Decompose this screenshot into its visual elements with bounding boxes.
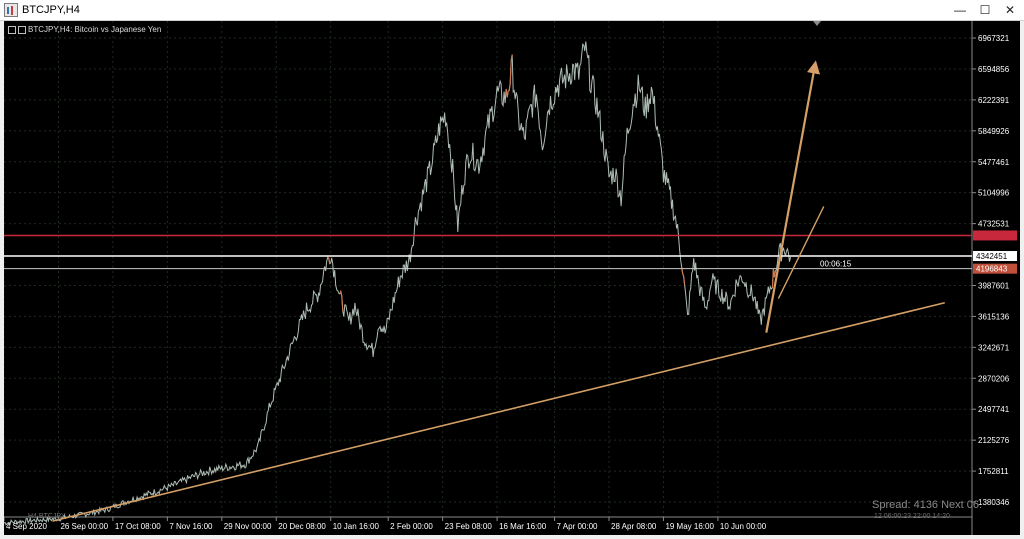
maximize-button[interactable]: ☐ [979, 3, 991, 17]
y-tick-label: 2870206 [978, 374, 1010, 383]
price-highlight-segment [505, 54, 513, 98]
y-tick-label: 3242671 [978, 343, 1010, 352]
x-tick-label: 2 Feb 00:00 [390, 522, 433, 531]
y-tick-label: 6967321 [978, 34, 1010, 43]
price-highlight-segment [327, 256, 331, 265]
chart-type-icon[interactable] [8, 26, 16, 34]
x-tick-label: 10 Jun 00:00 [720, 522, 767, 531]
y-tick-label: 1752811 [978, 467, 1009, 476]
x-tick-label: 16 Mar 16:00 [499, 522, 547, 531]
x-tick-label: 7 Nov 16:00 [169, 522, 213, 531]
chart-shift-marker [813, 21, 821, 26]
lower-price-label: 4196843 [976, 265, 1008, 274]
price-highlight-segment [681, 266, 686, 285]
watermark-label: H4 BTCJPY [28, 513, 66, 520]
symbol-label-text: BTCJPY,H4: Bitcoin vs Japanese Yen [28, 25, 162, 34]
chart-settings-icon[interactable] [18, 26, 26, 34]
countdown-timer: 00:06:15 [820, 260, 852, 269]
x-tick-label: 4 Sep 2020 [6, 522, 47, 531]
current-price-label: 4342451 [976, 252, 1008, 261]
current-price-box [973, 251, 1017, 262]
minimize-button[interactable]: — [954, 3, 966, 17]
resistance-price-box [973, 230, 1017, 241]
trendline [777, 206, 825, 299]
resistance-price-label: 4593847 [976, 231, 1008, 240]
y-tick-label: 6594856 [978, 65, 1010, 74]
price-highlight-segment [771, 268, 776, 288]
window-title: BTCJPY,H4 [22, 4, 80, 16]
y-tick-label: 5477461 [978, 158, 1010, 167]
price-highlight-segment [339, 289, 344, 312]
y-tick-label: 2125276 [978, 436, 1010, 445]
window-titlebar: BTCJPY,H4 — ☐ ✕ [0, 0, 1024, 21]
y-tick-label: 4732531 [978, 220, 1010, 229]
x-tick-label: 10 Jan 16:00 [333, 522, 380, 531]
x-tick-label: 17 Oct 08:00 [115, 522, 161, 531]
x-tick-label: 23 Feb 08:00 [445, 522, 493, 531]
trendline [52, 301, 945, 522]
x-tick-label: 29 Nov 00:00 [224, 522, 272, 531]
y-tick-label: 3615136 [978, 312, 1010, 321]
y-tick-label: 2497741 [978, 405, 1010, 414]
price-series-line [4, 41, 791, 526]
chart-window-icon [4, 3, 18, 17]
lower-price-box [973, 263, 1017, 274]
price-chart[interactable]: 6967321 6594856 6222391 5849926 5477461 51049… [4, 21, 1020, 535]
y-tick-label: 1380346 [978, 498, 1010, 507]
x-tick-label: 20 Dec 08:00 [278, 522, 326, 531]
close-button[interactable]: ✕ [1004, 3, 1016, 17]
x-tick-label: 19 May 16:00 [665, 522, 714, 531]
x-tick-label: 7 Apr 00:00 [557, 522, 598, 531]
spread-info: Spread: 4136 Next 06: [872, 499, 983, 511]
trendline-arrow [765, 60, 821, 333]
y-tick-label: 3987601 [978, 281, 1010, 290]
x-tick-label: 28 Apr 08:00 [611, 522, 657, 531]
y-tick-label: 6222391 [978, 96, 1010, 105]
x-tick-label: 26 Sep 00:00 [60, 522, 108, 531]
y-tick-label: 5849926 [978, 127, 1010, 136]
corner-date: 12 06:00:23 22:00 14:20 [874, 513, 950, 520]
symbol-label: BTCJPY,H4: Bitcoin vs Japanese Yen [8, 25, 161, 35]
chart-area[interactable]: 6967321 6594856 6222391 5849926 5477461 51049… [4, 21, 1020, 535]
y-tick-label: 5104996 [978, 189, 1010, 198]
